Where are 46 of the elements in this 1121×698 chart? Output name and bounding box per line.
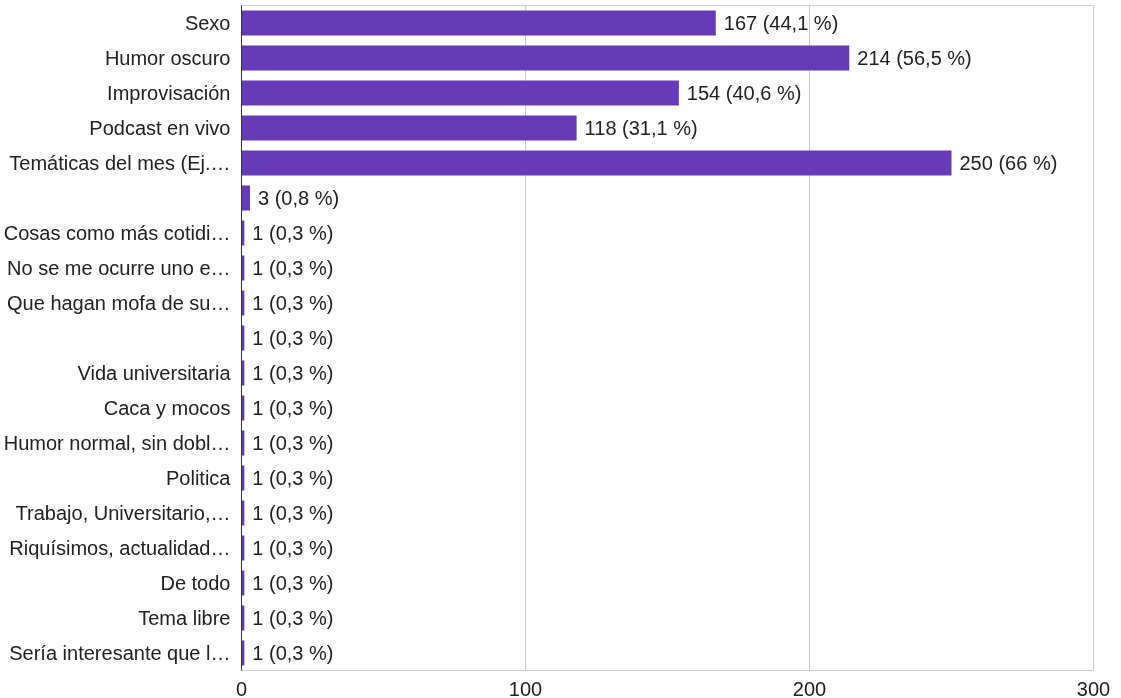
data-label: 1 (0,3 %) xyxy=(252,537,334,559)
y-tick-label: Improvisación xyxy=(107,82,231,104)
y-tick-label: Trabajo, Universitario,… xyxy=(15,502,231,524)
y-tick-label: Que hagan mofa de su… xyxy=(7,292,231,314)
data-label: 1 (0,3 %) xyxy=(252,222,334,244)
bar xyxy=(241,80,679,106)
data-label: 1 (0,3 %) xyxy=(252,432,334,454)
y-tick-label: Riquísimos, actualidad… xyxy=(9,537,231,559)
data-label: 1 (0,3 %) xyxy=(252,327,334,349)
x-tick-label: 200 xyxy=(792,677,827,698)
data-label: 3 (0,8 %) xyxy=(258,187,340,209)
y-tick-label: Vida universitaria xyxy=(77,362,232,384)
data-label: 1 (0,3 %) xyxy=(252,607,334,629)
bar xyxy=(241,185,251,211)
y-tick-label: Politica xyxy=(166,467,232,489)
data-label: 1 (0,3 %) xyxy=(252,467,334,489)
x-tick-label: 0 xyxy=(235,677,248,698)
data-label: 1 (0,3 %) xyxy=(252,502,334,524)
x-tick-label: 300 xyxy=(1076,677,1111,698)
data-label: 1 (0,3 %) xyxy=(252,257,334,279)
y-tick-label: Humor oscuro xyxy=(104,47,231,69)
y-tick-label: Humor normal, sin dobl… xyxy=(3,432,231,454)
data-label: 154 (40,6 %) xyxy=(686,82,802,104)
data-label: 214 (56,5 %) xyxy=(857,47,972,69)
y-tick-label: Caca y mocos xyxy=(103,397,231,419)
bar xyxy=(241,115,577,141)
data-label: 1 (0,3 %) xyxy=(252,397,334,419)
y-tick-label: Podcast en vivo xyxy=(89,117,231,139)
data-label: 250 (66 %) xyxy=(959,152,1058,174)
y-tick-label: Sería interesante que l… xyxy=(9,642,231,664)
data-label: 1 (0,3 %) xyxy=(252,292,334,314)
y-tick-label: Temáticas del mes (Ej.… xyxy=(9,152,231,174)
y-tick-label: Cosas como más cotidi… xyxy=(3,222,231,244)
bar xyxy=(241,45,850,71)
data-label: 1 (0,3 %) xyxy=(252,362,334,384)
bar xyxy=(241,150,952,176)
data-label: 118 (31,1 %) xyxy=(584,117,698,139)
data-label: 1 (0,3 %) xyxy=(252,642,334,664)
y-tick-label: No se me ocurre uno e… xyxy=(7,257,231,279)
y-tick-label: Tema libre xyxy=(138,607,231,629)
y-tick-label: De todo xyxy=(160,572,231,594)
data-label: 167 (44,1 %) xyxy=(723,12,839,34)
bar xyxy=(241,10,716,36)
x-tick-label: 100 xyxy=(508,677,543,698)
data-label: 1 (0,3 %) xyxy=(252,572,334,594)
y-tick-label: Sexo xyxy=(184,12,231,34)
